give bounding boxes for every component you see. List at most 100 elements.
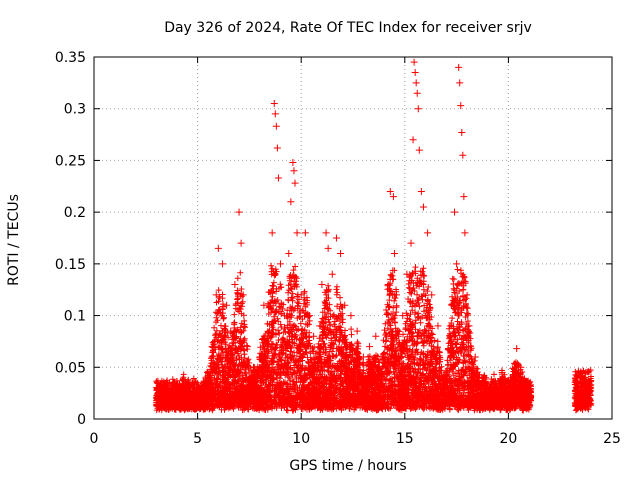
scatter-point xyxy=(353,327,361,335)
scatter-point xyxy=(471,353,479,361)
scatter-point xyxy=(415,146,423,154)
scatter-point xyxy=(498,368,506,376)
scatter-point xyxy=(208,343,216,351)
scatter-point xyxy=(419,203,427,211)
scatter-point xyxy=(399,312,407,320)
scatter-point xyxy=(457,102,465,110)
scatter-point xyxy=(577,368,585,376)
scatter-point xyxy=(301,229,309,237)
y-tick-label: 0.15 xyxy=(55,257,86,273)
scatter-point xyxy=(456,79,464,87)
grid xyxy=(94,57,612,419)
scatter-point xyxy=(196,394,204,402)
scatter-point xyxy=(341,301,349,309)
scatter-point xyxy=(440,374,448,382)
scatter-point xyxy=(410,58,418,66)
scatter-point xyxy=(316,322,324,330)
scatter-point xyxy=(183,394,191,402)
scatter-point xyxy=(525,394,533,402)
scatter-point xyxy=(412,79,420,87)
x-tick-label: 0 xyxy=(90,431,99,447)
y-tick-label: 0.1 xyxy=(64,309,86,325)
scatter-point xyxy=(428,291,436,299)
scatter-point xyxy=(465,322,473,330)
scatter-point xyxy=(480,374,488,382)
scatter-point xyxy=(227,327,235,335)
scatter-point xyxy=(393,291,401,299)
scatter-point xyxy=(403,270,411,278)
scatter-point xyxy=(523,384,531,392)
scatter-series xyxy=(156,58,593,411)
axis-ticks: 0 5 10 15 20 25 0 0.05 0.1 0.15 0.2 0.25 0.3 0.35 xyxy=(55,50,621,447)
scatter-point xyxy=(175,389,183,397)
scatter-point xyxy=(378,353,386,361)
scatter-point xyxy=(446,332,454,340)
scatter-point xyxy=(289,158,297,166)
scatter-point xyxy=(276,260,284,268)
scatter-point xyxy=(169,399,177,407)
scatter-point xyxy=(156,396,164,404)
x-tick-label: 10 xyxy=(292,431,310,447)
scatter-point xyxy=(297,291,305,299)
scatter-point xyxy=(270,100,278,108)
scatter-point xyxy=(411,69,419,77)
scatter-point xyxy=(214,244,222,252)
y-tick-label: 0.2 xyxy=(64,205,86,221)
scatter-point xyxy=(310,332,318,340)
scatter-point xyxy=(189,403,197,411)
scatter-point xyxy=(163,392,171,400)
scatter-point xyxy=(328,270,336,278)
scatter-point xyxy=(389,193,397,201)
scatter-point xyxy=(409,136,417,144)
scatter-point xyxy=(366,343,374,351)
scatter-point xyxy=(414,105,422,113)
scatter-point xyxy=(407,239,415,247)
scatter-point xyxy=(372,332,380,340)
scatter-point xyxy=(322,229,330,237)
y-tick-label: 0.35 xyxy=(55,50,86,66)
scatter-point xyxy=(386,187,394,195)
scatter-point xyxy=(324,244,332,252)
y-tick-label: 0 xyxy=(77,412,86,428)
plot-frame xyxy=(93,56,613,420)
x-tick-label: 25 xyxy=(603,431,621,447)
scatter-point xyxy=(281,312,289,320)
scatter-point xyxy=(424,229,432,237)
scatter-point xyxy=(218,260,226,268)
scatter-point xyxy=(293,229,301,237)
scatter-point xyxy=(585,399,593,407)
chart-title: Day 326 of 2024, Rate Of TEC Index for r… xyxy=(164,20,532,36)
scatter-point xyxy=(237,239,245,247)
scatter-noise-marks xyxy=(153,262,595,414)
scatter-noise-layer xyxy=(153,262,595,414)
scatter-point xyxy=(271,110,279,118)
scatter-point xyxy=(509,374,517,382)
scatter-point xyxy=(459,151,467,159)
x-tick-label: 15 xyxy=(396,431,414,447)
scatter-point xyxy=(390,250,398,258)
x-tick-label: 5 xyxy=(193,431,202,447)
scatter-point xyxy=(318,281,326,289)
scatter-point xyxy=(460,193,468,201)
scatter-point xyxy=(223,301,231,309)
scatter-point xyxy=(517,363,525,371)
scatter-point xyxy=(332,234,340,242)
scatter-point xyxy=(179,376,187,384)
scatter-point xyxy=(384,281,392,289)
scatter-point xyxy=(290,167,298,175)
scatter-point xyxy=(451,208,459,216)
scatter-point xyxy=(274,174,282,182)
scatter-point xyxy=(272,122,280,130)
scatter-point xyxy=(455,63,463,71)
scatter-point xyxy=(417,187,425,195)
scatter-point xyxy=(461,229,469,237)
scatter-point xyxy=(204,368,212,376)
scatter-point xyxy=(453,260,461,268)
scatter-point xyxy=(513,345,521,353)
scatter-point xyxy=(235,208,243,216)
y-tick-label: 0.05 xyxy=(55,360,86,376)
scatter-point xyxy=(285,250,293,258)
x-axis-label: GPS time / hours xyxy=(289,458,406,474)
scatter-point xyxy=(273,144,281,152)
